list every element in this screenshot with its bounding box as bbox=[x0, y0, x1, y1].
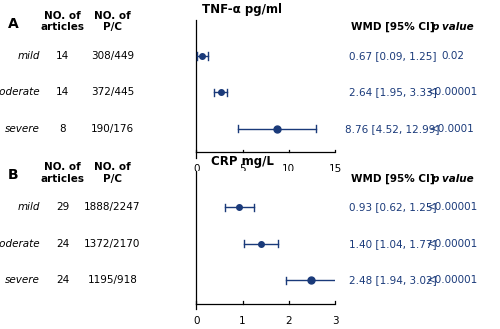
Text: mild: mild bbox=[18, 51, 40, 61]
Text: p value: p value bbox=[431, 174, 474, 184]
Text: 1372/2170: 1372/2170 bbox=[84, 239, 140, 249]
Text: 190/176: 190/176 bbox=[91, 124, 134, 134]
Text: 2.64 [1.95, 3.33]: 2.64 [1.95, 3.33] bbox=[348, 88, 436, 97]
Text: 1.40 [1.04, 1.77]: 1.40 [1.04, 1.77] bbox=[348, 239, 436, 249]
Text: 24: 24 bbox=[56, 239, 69, 249]
Text: 1888/2247: 1888/2247 bbox=[84, 202, 141, 213]
Text: 29: 29 bbox=[56, 202, 69, 213]
Text: 1195/918: 1195/918 bbox=[88, 275, 138, 285]
Text: moderate: moderate bbox=[0, 239, 40, 249]
Text: <0.00001: <0.00001 bbox=[427, 275, 478, 285]
Text: NO. of
articles: NO. of articles bbox=[40, 11, 84, 33]
Text: TNF-α pg/ml: TNF-α pg/ml bbox=[202, 3, 282, 16]
Text: severe: severe bbox=[5, 275, 40, 285]
Text: <0.00001: <0.00001 bbox=[427, 202, 478, 213]
Text: moderate: moderate bbox=[0, 88, 40, 97]
Text: 8: 8 bbox=[59, 124, 66, 134]
Text: B: B bbox=[8, 168, 18, 182]
Text: <0.00001: <0.00001 bbox=[427, 239, 478, 249]
Text: 8.76 [4.52, 12.99]: 8.76 [4.52, 12.99] bbox=[345, 124, 440, 134]
Text: CRP mg/L: CRP mg/L bbox=[211, 155, 274, 168]
Text: NO. of
articles: NO. of articles bbox=[40, 162, 84, 184]
Text: <0.00001: <0.00001 bbox=[427, 88, 478, 97]
Text: 308/449: 308/449 bbox=[91, 51, 134, 61]
Text: 14: 14 bbox=[56, 88, 69, 97]
Text: NO. of
P/C: NO. of P/C bbox=[94, 162, 131, 184]
Text: WMD [95% CI]: WMD [95% CI] bbox=[350, 22, 434, 33]
Text: 24: 24 bbox=[56, 275, 69, 285]
Text: NO. of
P/C: NO. of P/C bbox=[94, 11, 131, 33]
Text: 2.48 [1.94, 3.02]: 2.48 [1.94, 3.02] bbox=[348, 275, 436, 285]
Text: 14: 14 bbox=[56, 51, 69, 61]
Text: A: A bbox=[8, 17, 18, 31]
Text: p value: p value bbox=[431, 22, 474, 33]
Text: 0.02: 0.02 bbox=[441, 51, 464, 61]
Text: 0.67 [0.09, 1.25]: 0.67 [0.09, 1.25] bbox=[348, 51, 436, 61]
Text: 372/445: 372/445 bbox=[91, 88, 134, 97]
Text: 0.93 [0.62, 1.25]: 0.93 [0.62, 1.25] bbox=[348, 202, 436, 213]
Text: <0.0001: <0.0001 bbox=[430, 124, 475, 134]
Text: mild: mild bbox=[18, 202, 40, 213]
Text: severe: severe bbox=[5, 124, 40, 134]
Text: WMD [95% CI]: WMD [95% CI] bbox=[350, 173, 434, 184]
